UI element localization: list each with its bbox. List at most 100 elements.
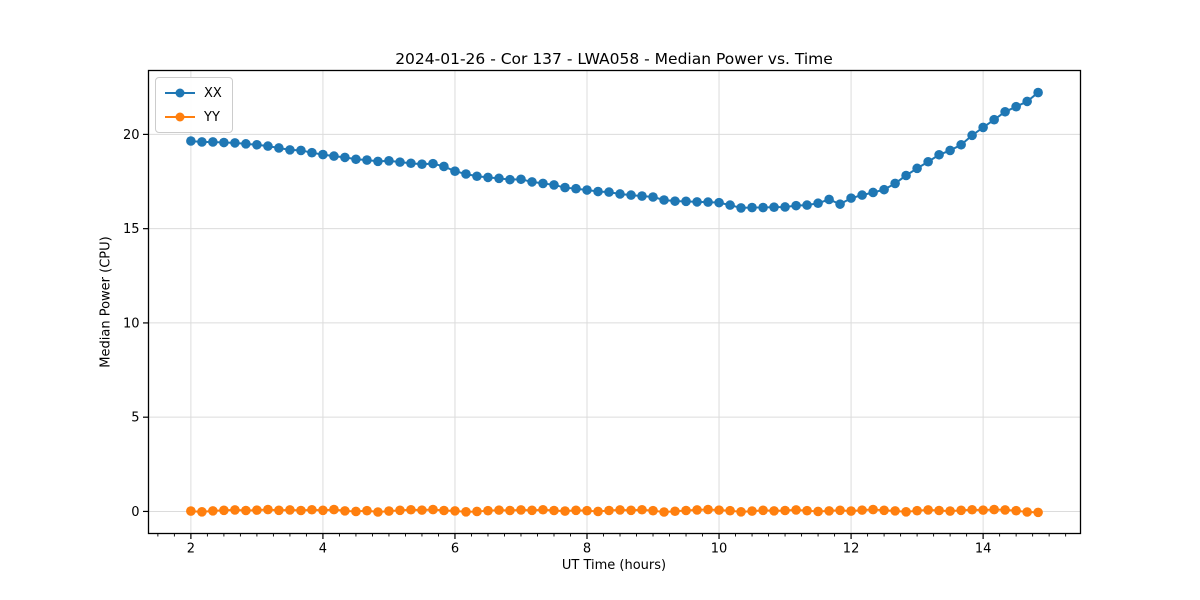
data-point-XX — [868, 187, 878, 198]
data-point-YY — [956, 505, 966, 516]
data-point-XX — [934, 149, 944, 160]
data-point-XX — [428, 158, 438, 169]
data-point-YY — [219, 505, 229, 516]
series-line-XX — [190, 91, 1039, 209]
data-point-YY — [527, 505, 537, 516]
data-point-YY — [857, 505, 867, 515]
data-point-XX — [582, 185, 592, 195]
series-line-YY — [190, 508, 1039, 514]
data-point-XX — [967, 130, 977, 141]
data-point-YY — [846, 506, 856, 516]
data-point-YY — [978, 505, 988, 515]
data-point-YY — [307, 504, 317, 515]
data-point-XX — [351, 154, 361, 165]
data-point-XX — [780, 202, 790, 212]
data-point-XX — [890, 178, 900, 189]
data-point-XX — [945, 145, 955, 156]
data-point-XX — [538, 178, 548, 189]
data-point-YY — [758, 505, 768, 516]
x-tick-label: 12 — [843, 541, 860, 556]
data-point-XX — [604, 187, 614, 197]
data-point-YY — [725, 505, 735, 516]
legend-marker-icon — [165, 88, 195, 98]
data-point-YY — [1033, 507, 1043, 518]
data-point-YY — [648, 505, 658, 516]
data-point-XX — [989, 114, 999, 125]
data-point-XX — [219, 137, 229, 148]
data-point-YY — [439, 505, 449, 516]
data-point-YY — [692, 505, 702, 515]
data-point-XX — [318, 149, 328, 160]
data-point-XX — [791, 200, 801, 211]
data-point-XX — [362, 155, 372, 165]
data-point-XX — [725, 200, 735, 210]
data-point-XX — [197, 137, 207, 147]
data-point-YY — [813, 506, 823, 517]
data-point-XX — [637, 191, 647, 201]
data-point-YY — [186, 506, 196, 516]
data-point-YY — [1022, 507, 1032, 517]
data-point-YY — [516, 505, 526, 515]
data-point-YY — [637, 504, 647, 515]
data-point-XX — [769, 202, 779, 212]
legend-entry-YY: YY — [163, 107, 222, 127]
data-point-YY — [351, 506, 361, 517]
data-point-YY — [428, 504, 438, 515]
data-point-YY — [670, 506, 680, 517]
data-point-XX — [384, 156, 394, 166]
data-point-XX — [681, 196, 691, 207]
data-point-YY — [230, 505, 240, 515]
data-point-XX — [560, 182, 570, 193]
data-point-YY — [835, 505, 845, 516]
data-point-YY — [571, 505, 581, 516]
data-point-YY — [384, 506, 394, 516]
data-point-XX — [857, 190, 867, 200]
data-point-XX — [230, 138, 240, 148]
data-point-XX — [296, 145, 306, 156]
data-point-YY — [868, 504, 878, 515]
y-tick-label: 5 — [131, 411, 139, 426]
data-point-XX — [329, 151, 339, 161]
data-point-YY — [362, 505, 372, 516]
data-point-YY — [901, 507, 911, 517]
data-point-XX — [593, 186, 603, 197]
data-point-YY — [395, 505, 405, 516]
data-point-YY — [472, 506, 482, 517]
data-point-YY — [890, 506, 900, 516]
data-point-YY — [1000, 505, 1010, 515]
data-point-YY — [824, 506, 834, 516]
data-point-YY — [923, 505, 933, 515]
data-point-YY — [505, 505, 515, 516]
data-point-YY — [802, 505, 812, 516]
data-point-YY — [494, 505, 504, 515]
data-point-XX — [846, 193, 856, 203]
data-point-XX — [615, 189, 625, 199]
data-point-XX — [439, 161, 449, 172]
data-point-XX — [373, 156, 383, 167]
data-point-XX — [1033, 87, 1043, 98]
data-point-XX — [549, 180, 559, 190]
data-point-XX — [263, 141, 273, 151]
data-point-YY — [780, 505, 790, 516]
data-point-XX — [285, 145, 295, 155]
data-point-XX — [208, 137, 218, 147]
data-point-XX — [252, 139, 262, 150]
data-point-XX — [879, 184, 889, 195]
data-point-XX — [736, 203, 746, 213]
x-tick-label: 2 — [187, 541, 195, 556]
legend-label: YY — [204, 109, 220, 125]
data-point-XX — [274, 143, 284, 153]
data-point-XX — [824, 194, 834, 205]
data-point-YY — [483, 505, 493, 516]
data-point-XX — [901, 170, 911, 181]
data-point-YY — [274, 505, 284, 516]
data-point-YY — [406, 504, 416, 515]
data-point-YY — [450, 506, 460, 516]
data-point-YY — [626, 505, 636, 516]
data-point-XX — [747, 202, 757, 213]
y-tick-label: 0 — [131, 505, 139, 520]
data-point-YY — [417, 505, 427, 515]
data-point-YY — [538, 504, 548, 515]
x-axis-label: UT Time (hours) — [561, 558, 667, 573]
